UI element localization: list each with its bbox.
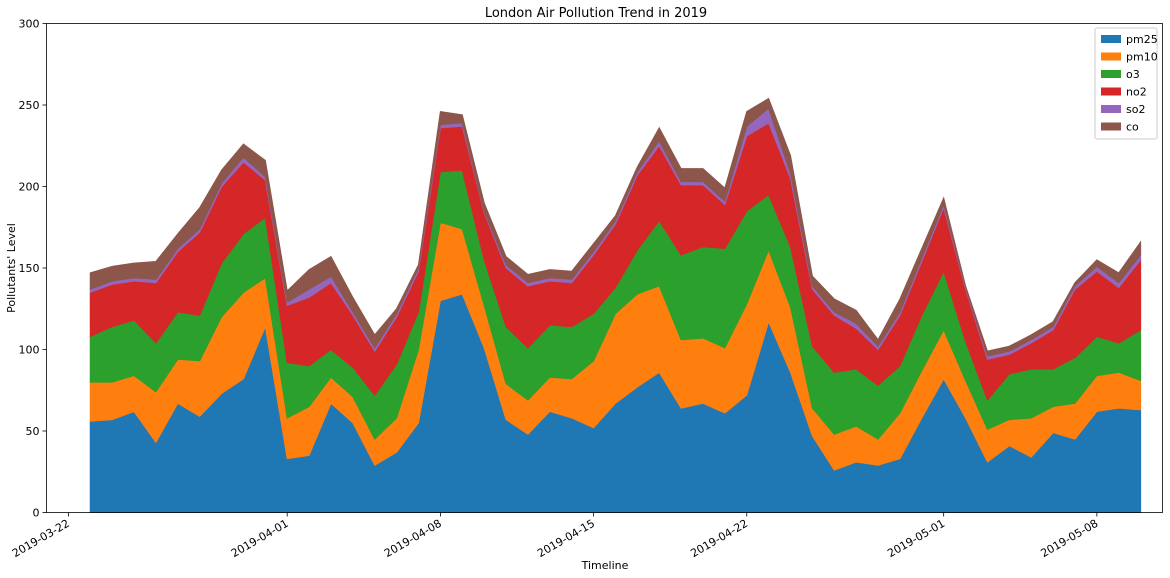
y-axis: 0 50 100 150 200 250 300 [19, 18, 47, 520]
legend-swatch-pm10 [1101, 52, 1121, 61]
y-tick-label: 200 [19, 181, 40, 194]
legend-swatch-o3 [1101, 70, 1121, 78]
chart-title: London Air Pollution Trend in 2019 [485, 6, 707, 21]
y-tick-label: 50 [26, 425, 40, 438]
legend-label-co: co [1126, 121, 1139, 134]
y-tick-label: 250 [19, 99, 40, 112]
legend-swatch-pm25 [1101, 35, 1121, 43]
legend-swatch-no2 [1101, 87, 1121, 96]
y-tick-label: 100 [19, 344, 40, 357]
legend-label-pm10: pm10 [1126, 51, 1158, 64]
y-axis-label: Pollutants' Level [5, 223, 18, 313]
y-tick-label: 300 [19, 18, 40, 31]
area-co [89, 97, 1142, 357]
y-tick-label: 150 [19, 262, 40, 275]
y-tick-label: 0 [33, 507, 40, 520]
legend-swatch-co [1101, 122, 1121, 131]
legend-label-no2: no2 [1126, 86, 1147, 99]
series-areas [89, 97, 1142, 513]
legend-label-pm25: pm25 [1126, 33, 1158, 46]
legend: pm25 pm10 o3 no2 so2 co [1094, 27, 1158, 140]
x-axis-label: Timeline [581, 559, 629, 572]
legend-label-so2: so2 [1126, 103, 1145, 116]
legend-swatch-so2 [1101, 105, 1121, 113]
legend-label-o3: o3 [1126, 68, 1140, 81]
